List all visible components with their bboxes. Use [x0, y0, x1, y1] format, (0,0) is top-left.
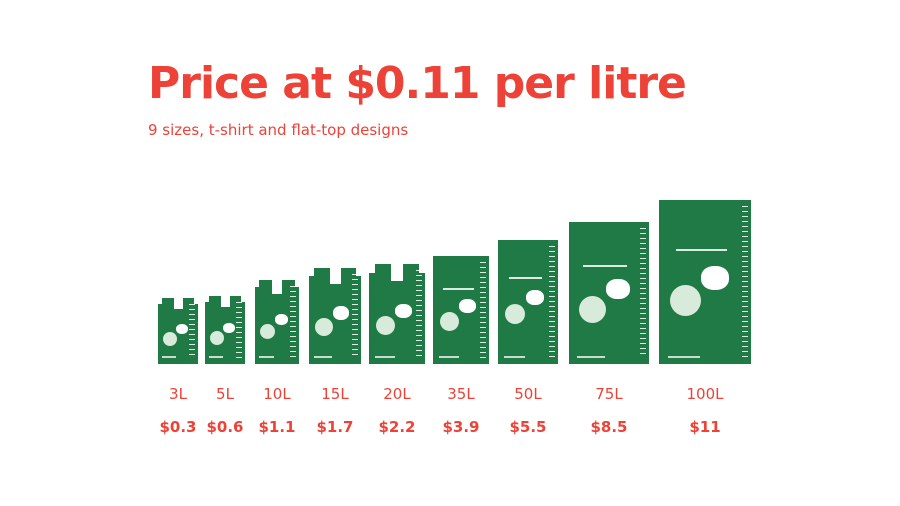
bag-shoulder-cut	[309, 268, 314, 276]
speech-bubble-icon	[176, 324, 188, 334]
bag-handle-gap	[330, 268, 341, 284]
bag-price-label: $8.5	[590, 418, 628, 436]
speech-bubble-icon	[526, 290, 544, 305]
speech-bubble-icon	[395, 304, 412, 318]
bag-mascot-icon	[210, 331, 224, 345]
bag-price-label: $2.2	[378, 418, 416, 436]
bag-price-label: $3.9	[442, 418, 480, 436]
bag-size-label: 3L	[169, 385, 187, 403]
bag-mascot-icon	[579, 296, 606, 323]
bag-price-label: $0.6	[206, 418, 244, 436]
bag-label-strip	[443, 288, 474, 290]
bag-label-strip	[509, 277, 542, 279]
bag-handle-gap	[391, 264, 403, 281]
speech-bubble-icon	[606, 279, 630, 299]
bag-price-label: $11	[689, 418, 721, 436]
bag-handle-gap	[221, 296, 230, 307]
speech-bubble-icon	[701, 266, 729, 290]
bag-shoulder-cut	[158, 298, 162, 304]
speech-bubble-icon	[459, 299, 476, 313]
bag-50l	[498, 240, 558, 364]
bag-size-label: 15L	[321, 385, 349, 403]
bag-logo-strip	[668, 356, 700, 358]
bag-15l	[309, 268, 361, 364]
bag-size-label: 5L	[216, 385, 234, 403]
bag-shoulder-cut	[356, 268, 361, 276]
bag-size-label: 10L	[263, 385, 291, 403]
bag-shoulder-cut	[205, 296, 209, 302]
bag-size-label: 50L	[514, 385, 542, 403]
bag-mascot-icon	[376, 316, 395, 335]
bag-logo-strip	[577, 356, 605, 358]
bag-handle-gap	[272, 280, 282, 294]
bag-capacity-scale	[352, 274, 358, 358]
bag-shoulder-cut	[419, 264, 425, 273]
bag-shoulder-cut	[241, 296, 245, 302]
bag-label-strip	[583, 265, 627, 267]
bag-shoulder-cut	[194, 298, 198, 304]
bag-mascot-icon	[260, 324, 275, 339]
bag-75l	[569, 222, 649, 364]
bag-capacity-scale	[236, 302, 242, 358]
bag-logo-strip	[162, 356, 176, 358]
bag-35l	[433, 256, 489, 364]
bag-logo-strip	[439, 356, 459, 358]
bag-capacity-scale	[742, 206, 748, 358]
bag-capacity-scale	[549, 246, 555, 358]
bag-price-label: $0.3	[159, 418, 197, 436]
bag-mascot-icon	[440, 312, 459, 331]
bag-logo-strip	[259, 356, 274, 358]
slide-title: Price at $0.11 per litre	[148, 58, 687, 109]
bag-capacity-scale	[480, 262, 486, 358]
bag-capacity-scale	[290, 286, 296, 358]
bag-size-label: 100L	[686, 385, 724, 403]
bag-price-label: $5.5	[509, 418, 547, 436]
speech-bubble-icon	[333, 306, 349, 320]
bag-capacity-scale	[416, 270, 422, 358]
bag-logo-strip	[209, 356, 223, 358]
bag-handle-gap	[174, 298, 183, 309]
bag-10l	[255, 280, 299, 364]
bag-5l	[205, 296, 245, 364]
bag-shoulder-cut	[295, 280, 299, 287]
bag-20l	[369, 264, 425, 364]
bag-price-label: $1.1	[258, 418, 296, 436]
speech-bubble-icon	[275, 314, 288, 325]
bag-price-label: $1.7	[316, 418, 354, 436]
bag-logo-strip	[504, 356, 525, 358]
bag-size-label: 75L	[595, 385, 623, 403]
bag-mascot-icon	[670, 285, 701, 316]
bag-label-strip	[676, 249, 727, 251]
speech-bubble-icon	[223, 323, 235, 333]
bag-size-label: 20L	[383, 385, 411, 403]
bag-shoulder-cut	[255, 280, 259, 287]
bag-mascot-icon	[315, 318, 333, 336]
bag-logo-strip	[375, 356, 395, 358]
bag-mascot-icon	[163, 332, 177, 346]
slide-subtitle: 9 sizes, t-shirt and flat-top designs	[148, 121, 409, 139]
bag-capacity-scale	[640, 228, 646, 358]
bag-100l	[659, 200, 751, 364]
bag-3l	[158, 298, 198, 364]
bag-size-label: 35L	[447, 385, 475, 403]
bag-logo-strip	[314, 356, 332, 358]
bag-capacity-scale	[189, 304, 195, 358]
bag-shoulder-cut	[369, 264, 375, 273]
bag-mascot-icon	[505, 304, 525, 324]
